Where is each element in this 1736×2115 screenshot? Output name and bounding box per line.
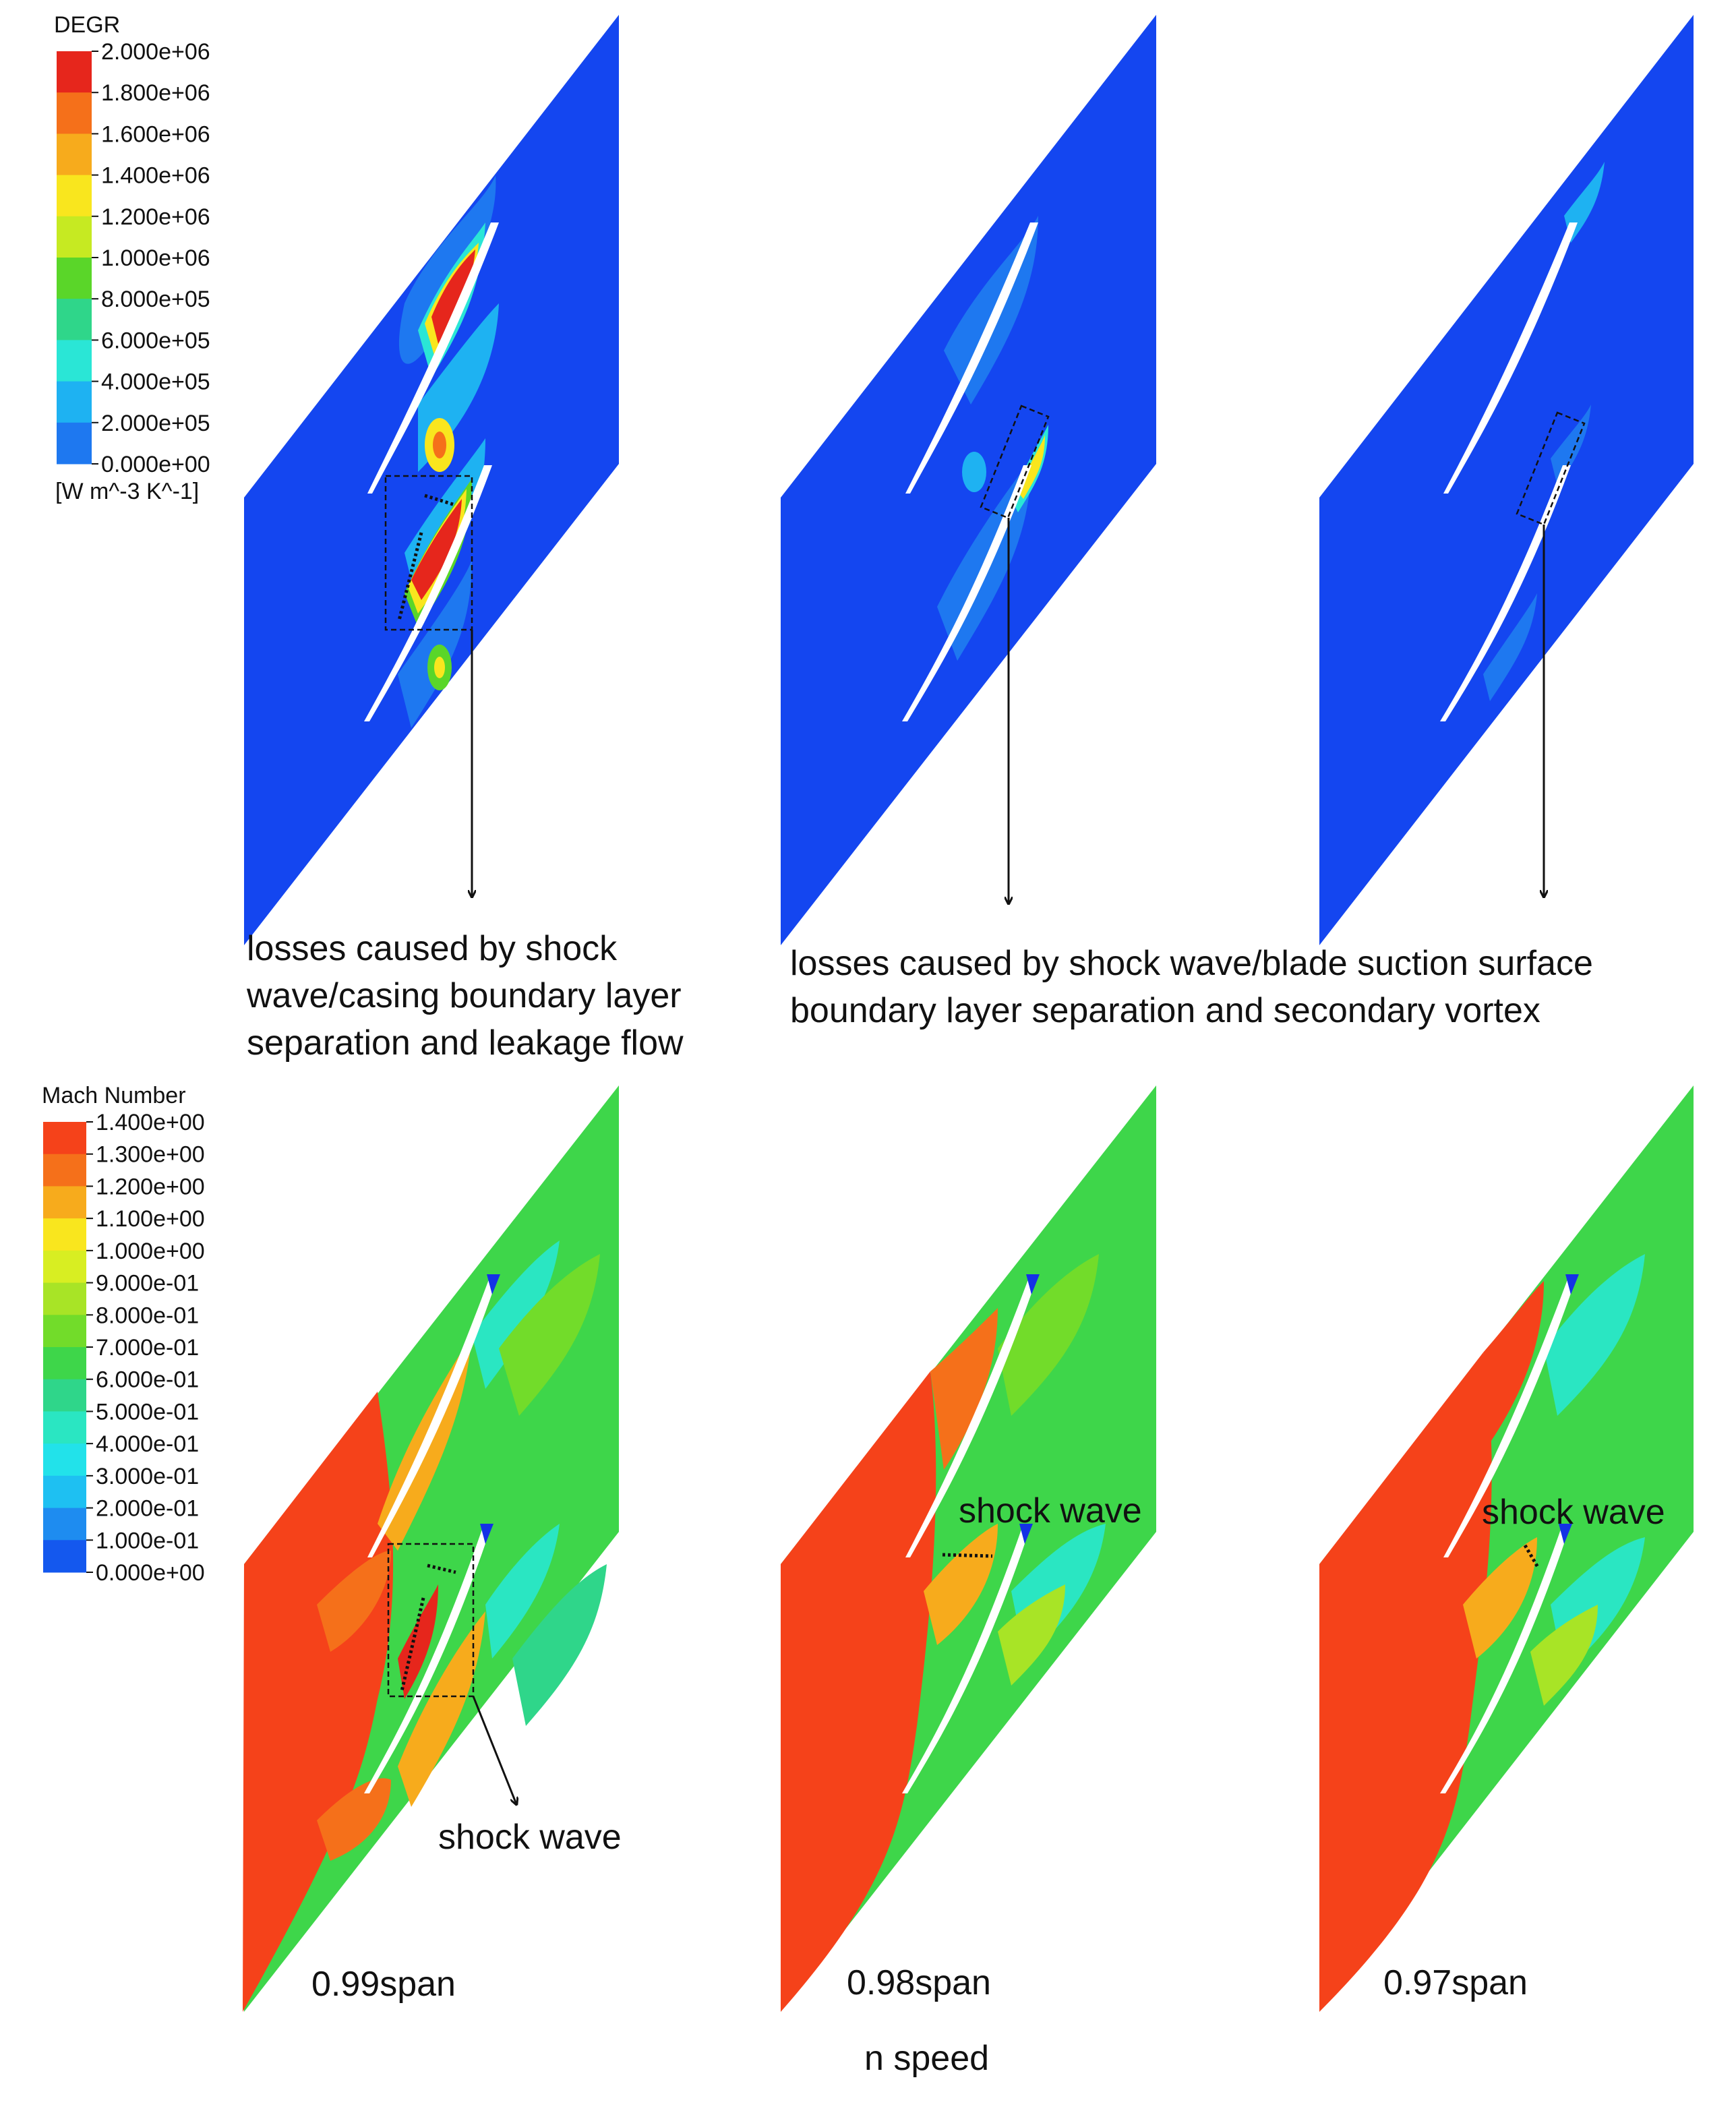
degr-legend-swatch xyxy=(57,258,92,299)
mach-legend-tick-label: 3.000e-01 xyxy=(96,1464,199,1489)
mach-legend-swatch xyxy=(43,1315,86,1348)
mach-legend-tick-label: 0.000e+00 xyxy=(96,1560,205,1586)
span-label-0.97: 0.97span xyxy=(1383,1963,1528,2002)
degr-legend-swatch xyxy=(57,51,92,93)
mach-legend-tick-label: 1.000e-01 xyxy=(96,1528,199,1553)
degr-legend-ticks: 2.000e+06 1.800e+06 1.600e+06 1.400e+06 1.20… xyxy=(92,39,210,477)
mach-legend-swatch xyxy=(43,1411,86,1444)
mach-legend-tick-label: 9.000e-01 xyxy=(96,1271,199,1297)
shock-wave-label-1: shock wave xyxy=(438,1818,622,1857)
degr-callout-box-1 xyxy=(384,475,473,631)
degr-legend-swatch xyxy=(57,381,92,423)
mach-legend-swatch xyxy=(43,1540,86,1573)
svg-text:losses caused by shock: losses caused by shock xyxy=(247,929,618,968)
mach-legend-colorbar xyxy=(43,1122,86,1573)
mach-legend-tick-label: 4.000e-01 xyxy=(96,1431,199,1457)
mach-legend-swatch xyxy=(43,1186,86,1219)
svg-text:losses caused by shock wave/bl: losses caused by shock wave/blade suctio… xyxy=(790,944,1593,983)
mach-legend-tick-label: 1.100e+00 xyxy=(96,1206,205,1232)
mach-legend-swatch xyxy=(43,1250,86,1284)
degr-callout-box-2 xyxy=(980,405,1050,519)
degr-callout-box-3 xyxy=(1516,411,1586,526)
degr-legend-tick-label: 0.000e+00 xyxy=(101,452,210,477)
mach-legend-tick-label: 1.000e+00 xyxy=(96,1239,205,1264)
mach-legend-tick-label: 2.000e-01 xyxy=(96,1496,199,1522)
mach-panel-0.97span xyxy=(1319,1085,1694,2012)
mach-legend-title: Mach Number xyxy=(42,1083,186,1108)
mach-legend-swatch xyxy=(43,1475,86,1509)
degr-shock-line-1b xyxy=(397,532,423,621)
span-label-0.98: 0.98span xyxy=(847,1963,991,2002)
svg-text:separation and leakage flow: separation and leakage flow xyxy=(247,1023,684,1063)
shock-wave-label-2: shock wave xyxy=(959,1491,1142,1530)
degr-legend-title: DEGR xyxy=(54,12,120,38)
mach-legend-tick-label: 8.000e-01 xyxy=(96,1303,199,1328)
mach-legend-tick-label: 1.200e+00 xyxy=(96,1174,205,1199)
degr-legend-swatch xyxy=(57,175,92,217)
mach-arrow-1 xyxy=(472,1696,516,1804)
mach-legend-tick-label: 1.300e+00 xyxy=(96,1142,205,1168)
mach-shock-line-1a xyxy=(427,1563,456,1574)
degr-legend-colorbar xyxy=(57,51,92,465)
degr-legend-swatch xyxy=(57,216,92,258)
degr-legend-tick-label: 1.800e+06 xyxy=(101,80,210,106)
degr-legend-tick-label: 8.000e+05 xyxy=(101,287,210,312)
degr-legend-unit: [W m^-3 K^-1] xyxy=(55,479,199,504)
mach-legend-swatch xyxy=(43,1508,86,1541)
degr-legend: DEGR 2.000e+06 1.800e+06 1.600e+06 1.400e+0… xyxy=(54,12,210,504)
mach-legend-swatch xyxy=(43,1154,86,1187)
degr-legend-tick-label: 2.000e+05 xyxy=(101,411,210,436)
degr-legend-swatch xyxy=(57,340,92,382)
mach-legend-swatch xyxy=(43,1122,86,1155)
degr-legend-tick-label: 1.000e+06 xyxy=(101,245,210,271)
mach-shock-line-3 xyxy=(1523,1544,1540,1570)
degr-legend-swatch xyxy=(57,133,92,176)
loss-annotation-right: losses caused by shock wave/blade suctio… xyxy=(790,944,1593,1030)
degr-legend-tick-label: 4.000e+05 xyxy=(101,369,210,395)
shock-wave-label-3: shock wave xyxy=(1482,1493,1665,1532)
degr-legend-swatch xyxy=(57,92,92,134)
degr-legend-tick-label: 1.200e+06 xyxy=(101,204,210,230)
degr-panel-0.97span xyxy=(1319,15,1694,945)
span-label-0.99: 0.99span xyxy=(311,1965,456,2004)
footer-label: n speed xyxy=(864,2039,989,2078)
degr-legend-swatch xyxy=(57,422,92,465)
degr-legend-tick-label: 1.400e+06 xyxy=(101,163,210,189)
mach-legend-swatch xyxy=(43,1379,86,1412)
svg-text:wave/casing boundary layer: wave/casing boundary layer xyxy=(246,976,682,1015)
mach-panel-0.99span xyxy=(243,1085,619,2012)
mach-legend-swatch xyxy=(43,1443,86,1477)
mach-panel-0.98span xyxy=(781,1085,1156,2012)
degr-legend-swatch xyxy=(57,299,92,340)
mach-legend-tick-label: 6.000e-01 xyxy=(96,1367,199,1393)
mach-callout-box-1 xyxy=(387,1543,475,1698)
mach-legend-swatch xyxy=(43,1282,86,1315)
mach-legend-swatch xyxy=(43,1218,86,1251)
degr-legend-tick-label: 6.000e+05 xyxy=(101,328,210,353)
mach-legend-ticks: 1.400e+00 1.300e+00 1.200e+00 1.100e+00 1.00… xyxy=(86,1110,205,1586)
degr-panel-0.98span xyxy=(781,15,1156,945)
degr-panel-0.99span xyxy=(244,15,619,945)
mach-legend-tick-label: 1.400e+00 xyxy=(96,1110,205,1135)
degr-legend-tick-label: 2.000e+06 xyxy=(101,39,210,65)
mach-legend-tick-label: 7.000e-01 xyxy=(96,1335,199,1361)
mach-legend-swatch xyxy=(43,1347,86,1380)
degr-legend-tick-label: 1.600e+06 xyxy=(101,121,210,147)
loss-annotation-left: losses caused by shock wave/casing bound… xyxy=(246,929,684,1063)
svg-text:boundary layer separation and: boundary layer separation and secondary … xyxy=(790,991,1540,1030)
mach-legend: Mach Number 1.400e+001.300e+001.200e+001… xyxy=(42,1083,205,1586)
mach-legend-tick-label: 5.000e-01 xyxy=(96,1399,199,1425)
